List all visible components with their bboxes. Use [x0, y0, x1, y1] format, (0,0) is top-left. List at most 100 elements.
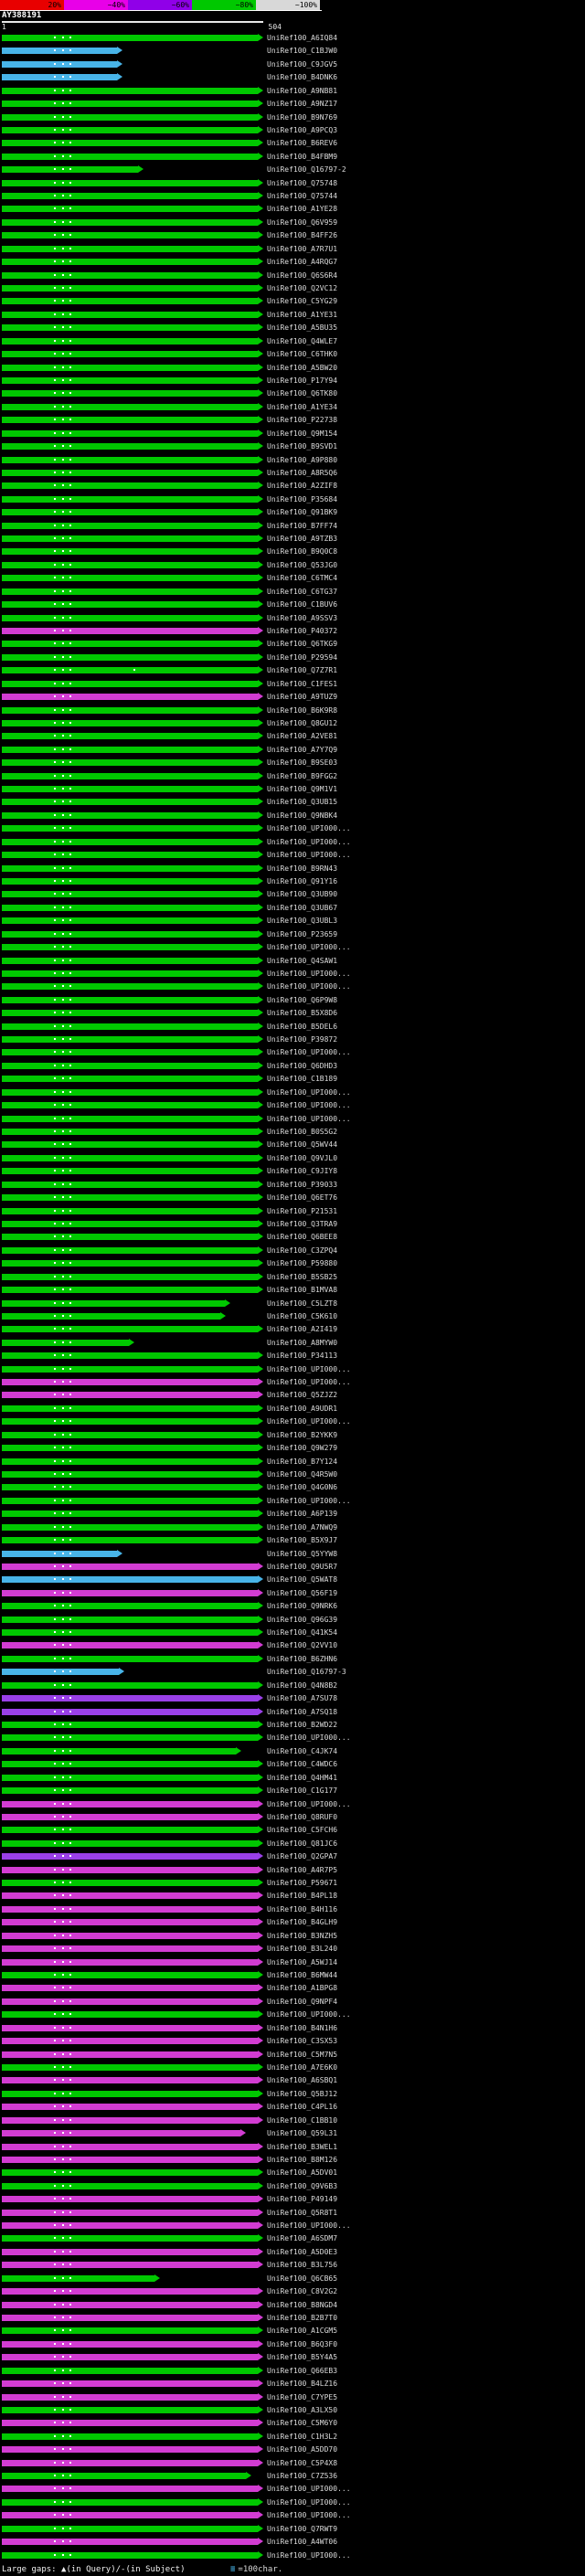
hit-label[interactable]: UniRef100_A5BW20: [267, 363, 338, 372]
hit-label[interactable]: UniRef100_UPI000...: [267, 1087, 351, 1097]
hit-label[interactable]: UniRef100_A2I419: [267, 1325, 338, 1334]
hit-label[interactable]: UniRef100_Q6TKG9: [267, 640, 338, 649]
alignment-bar[interactable]: [2, 653, 258, 661]
hit-label[interactable]: UniRef100_B3WEL1: [267, 2142, 338, 2151]
hit-label[interactable]: UniRef100_B5Y4A5: [267, 2353, 338, 2362]
alignment-bar[interactable]: [2, 1827, 258, 1834]
alignment-bar[interactable]: [2, 1563, 258, 1570]
alignment-bar[interactable]: [2, 852, 258, 859]
hit-label[interactable]: UniRef100_C5M7N5: [267, 2050, 338, 2059]
hit-label[interactable]: UniRef100_P35684: [267, 494, 338, 504]
hit-label[interactable]: UniRef100_A9PCQ3: [267, 125, 338, 134]
alignment-bar[interactable]: [2, 1722, 258, 1728]
hit-label[interactable]: UniRef100_A6SBQ1: [267, 2076, 338, 2085]
alignment-bar[interactable]: [2, 482, 258, 490]
alignment-bar[interactable]: [2, 87, 258, 94]
alignment-bar[interactable]: [2, 2512, 258, 2519]
hit-label[interactable]: UniRef100_B2WD22: [267, 1721, 338, 1729]
hit-label[interactable]: UniRef100_C6THK0: [267, 350, 338, 359]
alignment-bar[interactable]: [2, 1523, 258, 1531]
alignment-bar[interactable]: [2, 759, 258, 767]
alignment-bar[interactable]: [2, 443, 258, 451]
alignment-bar[interactable]: [2, 1470, 258, 1478]
alignment-bar[interactable]: [2, 970, 258, 977]
hit-label[interactable]: UniRef100_B9RN43: [267, 864, 338, 873]
hit-label[interactable]: UniRef100_B4LZ16: [267, 2380, 338, 2389]
hit-label[interactable]: UniRef100_B7FF74: [267, 521, 338, 530]
hit-label[interactable]: UniRef100_A8MYW0: [267, 1338, 338, 1347]
alignment-bar[interactable]: [2, 495, 258, 503]
hit-label[interactable]: UniRef100_UPI000...: [267, 2221, 351, 2231]
hit-label[interactable]: UniRef100_A7SQ18: [267, 1707, 338, 1716]
hit-label[interactable]: UniRef100_UPI000...: [267, 2010, 351, 2019]
alignment-bar[interactable]: [2, 1945, 258, 1953]
alignment-bar[interactable]: [2, 2104, 258, 2111]
alignment-bar[interactable]: [2, 1287, 258, 1294]
alignment-bar[interactable]: [2, 2063, 258, 2071]
alignment-bar[interactable]: [2, 878, 258, 885]
hit-label[interactable]: UniRef100_P23659: [267, 929, 338, 938]
hit-label[interactable]: UniRef100_A5DV01: [267, 2168, 338, 2178]
alignment-bar[interactable]: [2, 1589, 258, 1596]
hit-label[interactable]: UniRef100_A8R5Q6: [267, 468, 338, 477]
hit-label[interactable]: UniRef100_Q9VJL0: [267, 1153, 338, 1162]
alignment-bar[interactable]: [2, 1299, 226, 1307]
alignment-bar[interactable]: [2, 469, 258, 476]
alignment-bar[interactable]: [2, 376, 258, 384]
alignment-bar[interactable]: [2, 1076, 258, 1083]
hit-label[interactable]: UniRef100_UPI000...: [267, 2511, 351, 2520]
hit-label[interactable]: UniRef100_C1BJW0: [267, 47, 338, 56]
alignment-bar[interactable]: [2, 1036, 258, 1044]
alignment-bar[interactable]: [2, 218, 258, 226]
alignment-bar[interactable]: [2, 1049, 258, 1056]
hit-label[interactable]: UniRef100_Q9NRK6: [267, 1602, 338, 1611]
alignment-bar[interactable]: [2, 1220, 258, 1227]
alignment-bar[interactable]: [2, 2380, 258, 2388]
alignment-bar[interactable]: [2, 206, 258, 213]
alignment-bar[interactable]: [2, 456, 258, 463]
alignment-bar[interactable]: [2, 193, 258, 200]
hit-label[interactable]: UniRef100_A4R7P5: [267, 1865, 338, 1874]
alignment-bar[interactable]: [2, 232, 258, 239]
hit-label[interactable]: UniRef100_A5D0E3: [267, 2247, 338, 2256]
alignment-bar[interactable]: [2, 1511, 258, 1518]
alignment-bar[interactable]: [2, 113, 258, 121]
alignment-bar[interactable]: [2, 561, 258, 568]
hit-label[interactable]: UniRef100_Q16797-2: [267, 165, 346, 175]
alignment-bar[interactable]: [2, 2038, 258, 2045]
alignment-bar[interactable]: [2, 1312, 220, 1320]
alignment-bar[interactable]: [2, 2274, 154, 2282]
alignment-bar[interactable]: [2, 351, 258, 358]
alignment-bar[interactable]: [2, 2367, 258, 2374]
alignment-bar[interactable]: [2, 1866, 258, 1873]
alignment-bar[interactable]: [2, 535, 258, 543]
alignment-bar[interactable]: [2, 891, 258, 898]
hit-label[interactable]: UniRef100_Q4N8B2: [267, 1680, 338, 1690]
alignment-bar[interactable]: [2, 1497, 258, 1504]
alignment-bar[interactable]: [2, 1576, 258, 1584]
alignment-bar[interactable]: [2, 1484, 258, 1491]
hit-label[interactable]: UniRef100_A3LX50: [267, 2405, 338, 2414]
alignment-bar[interactable]: [2, 904, 258, 911]
hit-label[interactable]: UniRef100_Q6CB65: [267, 2274, 338, 2283]
hit-label[interactable]: UniRef100_Q3UB67: [267, 903, 338, 912]
hit-label[interactable]: UniRef100_Q4SAW1: [267, 956, 338, 965]
hit-label[interactable]: UniRef100_P39033: [267, 1180, 338, 1189]
hit-label[interactable]: UniRef100_Q7Z7R1: [267, 666, 338, 675]
hit-label[interactable]: UniRef100_C3ZPQ4: [267, 1246, 338, 1255]
alignment-bar[interactable]: [2, 60, 117, 68]
alignment-bar[interactable]: [2, 1761, 258, 1768]
hit-label[interactable]: UniRef100_UPI000...: [267, 1364, 351, 1373]
alignment-bar[interactable]: [2, 126, 258, 133]
hit-label[interactable]: UniRef100_B9N769: [267, 112, 338, 122]
alignment-bar[interactable]: [2, 2420, 258, 2427]
alignment-bar[interactable]: [2, 667, 258, 674]
alignment-bar[interactable]: [2, 271, 258, 279]
hit-label[interactable]: UniRef100_A7SU78: [267, 1694, 338, 1703]
hit-label[interactable]: UniRef100_B3L240: [267, 1945, 338, 1954]
hit-label[interactable]: UniRef100_A6IQ84: [267, 34, 338, 42]
hit-label[interactable]: UniRef100_Q6V959: [267, 217, 338, 227]
hit-label[interactable]: UniRef100_Q9W279: [267, 1444, 338, 1453]
hit-label[interactable]: UniRef100_UPI000...: [267, 824, 351, 833]
hit-label[interactable]: UniRef100_C4WDC6: [267, 1760, 338, 1769]
